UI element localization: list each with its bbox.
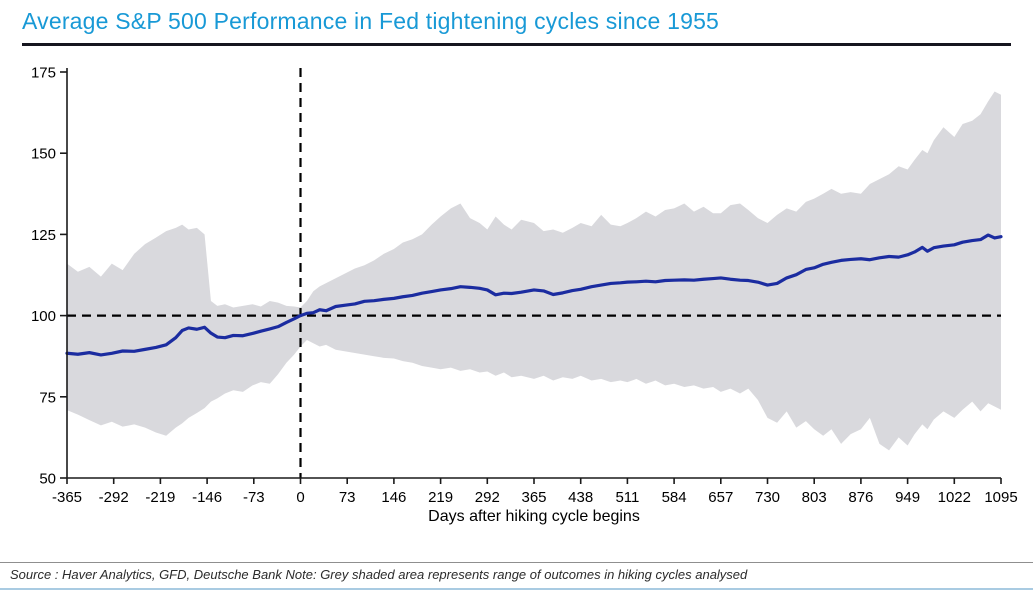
x-tick-label: -292 (99, 489, 129, 506)
x-tick-label: 73 (339, 489, 356, 506)
x-tick-label: 0 (296, 489, 304, 506)
x-tick-label: 803 (802, 489, 827, 506)
x-tick-label: 438 (568, 489, 593, 506)
x-tick-label: 876 (848, 489, 873, 506)
footer-divider (0, 562, 1033, 563)
y-tick-label: 75 (39, 389, 56, 406)
y-tick-label: 125 (31, 227, 56, 244)
x-tick-label: 584 (662, 489, 687, 506)
chart-title: Average S&P 500 Performance in Fed tight… (22, 8, 720, 34)
title-underline (22, 43, 1011, 46)
x-tick-label: -146 (192, 489, 222, 506)
footer-accent-line (0, 588, 1033, 590)
source-note: Source : Haver Analytics, GFD, Deutsche … (10, 567, 748, 582)
y-tick-label: 150 (31, 146, 56, 163)
range-band (67, 91, 1001, 451)
x-tick-label: 365 (521, 489, 546, 506)
x-tick-label: 511 (615, 489, 639, 506)
x-tick-label: -219 (145, 489, 175, 506)
x-axis-title: Days after hiking cycle begins (428, 508, 640, 525)
x-tick-label: 730 (755, 489, 780, 506)
x-tick-label: 1095 (984, 489, 1017, 506)
x-tick-label: 657 (708, 489, 733, 506)
y-tick-label: 100 (31, 308, 56, 325)
x-tick-label: 146 (381, 489, 406, 506)
x-tick-label: 219 (428, 489, 453, 506)
y-tick-label: 50 (39, 471, 56, 488)
average-line (65, 233, 1003, 357)
x-tick-label: -365 (52, 489, 82, 506)
x-tick-label: 949 (895, 489, 920, 506)
y-tick-label: 175 (31, 65, 56, 82)
x-tick-label: 1022 (938, 489, 971, 506)
x-tick-label: 292 (475, 489, 500, 506)
x-tick-label: -73 (243, 489, 265, 506)
plot-area: 50 75 100 125 150 175 -365 -292 -219 -146 -73 0 73 14… (31, 65, 1018, 507)
